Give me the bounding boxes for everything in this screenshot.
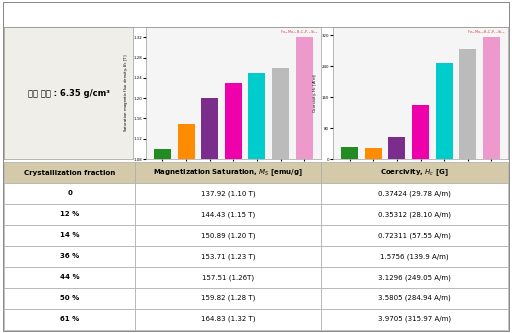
Y-axis label: Coercivity, $H_c$ [A/m]: Coercivity, $H_c$ [A/m] bbox=[311, 73, 319, 113]
Bar bbox=[459, 49, 476, 159]
Bar bbox=[178, 124, 195, 333]
Bar bbox=[365, 148, 382, 159]
Bar bbox=[389, 137, 406, 159]
Bar bbox=[248, 73, 265, 333]
Bar bbox=[342, 148, 358, 159]
Bar bbox=[201, 98, 218, 333]
Text: 이븐 밀도 : 6.35 g/cm³: 이븐 밀도 : 6.35 g/cm³ bbox=[28, 89, 110, 98]
Text: Fe$_{75}$Mo$_{3.5}$B$_4$C$_1$P$_{10}$Si$_{2.5}$: Fe$_{75}$Mo$_{3.5}$B$_4$C$_1$P$_{10}$Si$… bbox=[280, 29, 319, 36]
Text: Fe$_{75}$Mo$_{3.5}$B$_4$C$_1$P$_{10}$Si$_{2.5}$: Fe$_{75}$Mo$_{3.5}$B$_4$C$_1$P$_{10}$Si$… bbox=[467, 29, 506, 36]
Y-axis label: Saturation magnetic flux density, $B_s$ [T]: Saturation magnetic flux density, $B_s$ … bbox=[122, 54, 130, 133]
Bar bbox=[154, 149, 171, 333]
X-axis label: Annealing Time: Annealing Time bbox=[404, 168, 437, 172]
Bar bbox=[272, 68, 289, 333]
Bar bbox=[483, 37, 500, 159]
Bar bbox=[412, 105, 429, 159]
Text: Fe$_{75}$Mo$_{3.5}$B$_4$C$_1$P$_{10}$Si$_{2.5}$: Fe$_{75}$Mo$_{3.5}$B$_4$C$_1$P$_{10}$Si$… bbox=[192, 7, 320, 21]
Bar bbox=[436, 63, 453, 159]
X-axis label: Annealing Time: Annealing Time bbox=[217, 168, 249, 172]
Bar bbox=[295, 37, 313, 333]
Bar bbox=[225, 83, 242, 333]
